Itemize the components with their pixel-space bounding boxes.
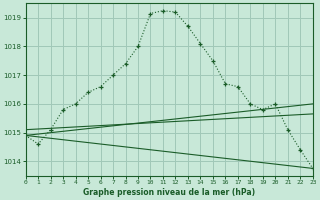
X-axis label: Graphe pression niveau de la mer (hPa): Graphe pression niveau de la mer (hPa) [83,188,255,197]
